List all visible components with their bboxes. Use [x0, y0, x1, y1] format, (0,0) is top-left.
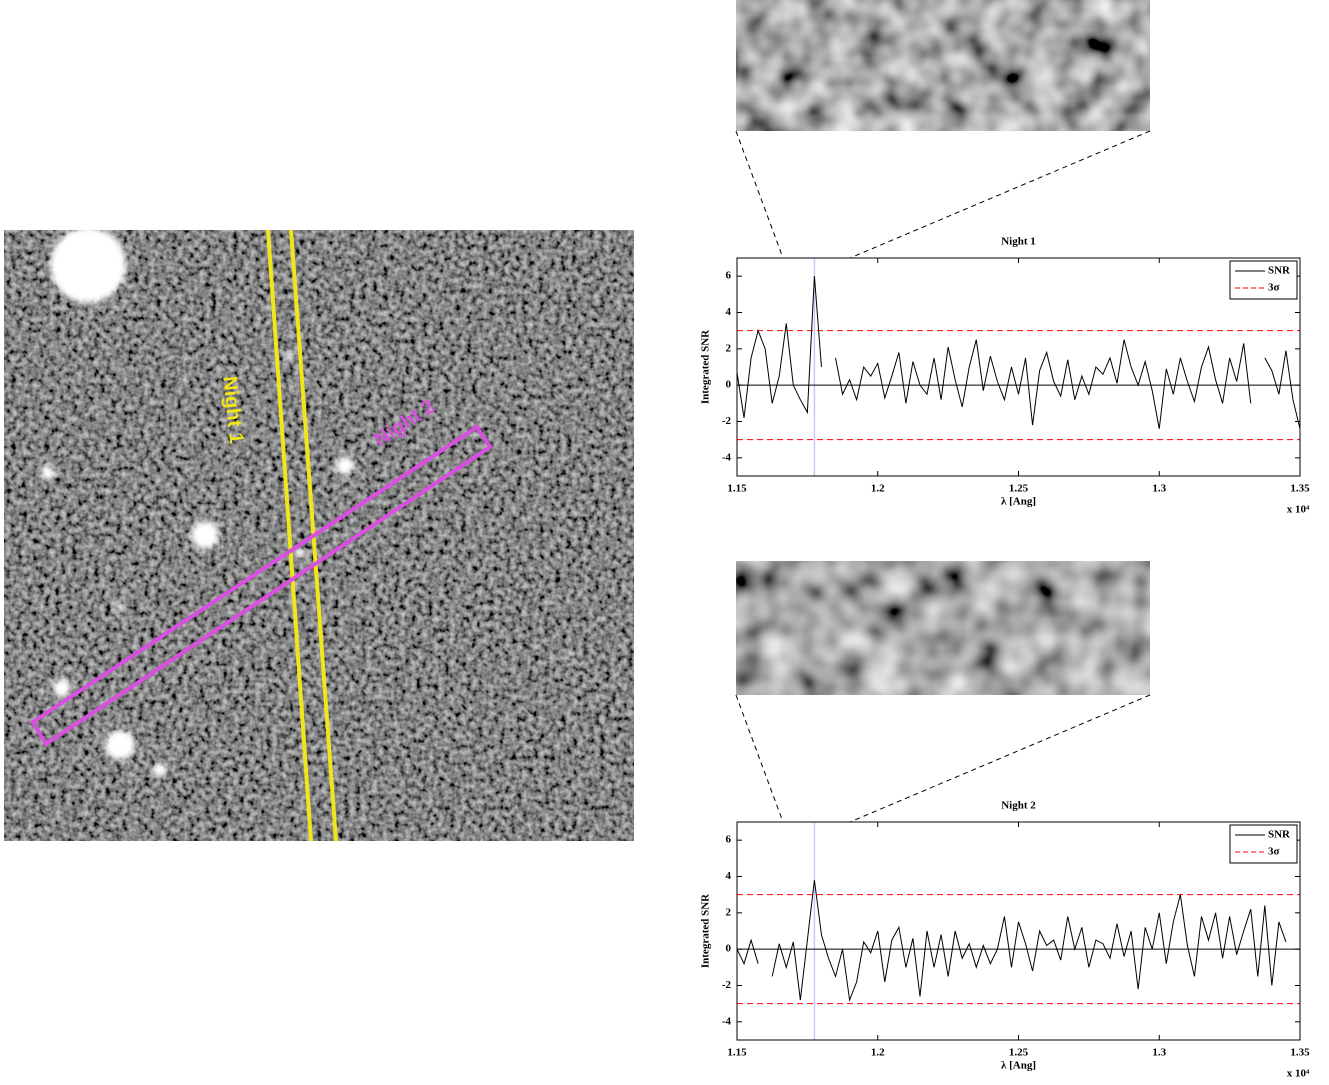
snr-line [736, 880, 1287, 1003]
x-tick-label: 1.3 [1152, 483, 1166, 495]
y-tick-label: 4 [726, 306, 732, 318]
y-tick-label: -4 [722, 451, 732, 463]
x-axis-label: λ [Ang] [1001, 496, 1036, 508]
cutout [736, 561, 1150, 695]
snr-line [736, 276, 1301, 429]
legend-box [1229, 824, 1298, 864]
y-tick-label: 4 [726, 870, 732, 882]
x-offset-label: x 10⁴ [1287, 504, 1310, 516]
x-tick-label: 1.15 [727, 483, 747, 495]
legend-label: 3σ [1268, 282, 1280, 294]
y-tick-label: 6 [726, 834, 732, 846]
chart-title: Night 2 [1001, 800, 1036, 812]
legend-label: 3σ [1268, 846, 1280, 858]
cutout [736, 0, 1150, 131]
zoom-lines [735, 130, 1151, 823]
y-tick-label: 6 [726, 270, 732, 282]
y-tick-label: -4 [722, 1015, 732, 1027]
chart-title: Night 1 [1001, 236, 1036, 248]
x-axis-label: λ [Ang] [1001, 1060, 1036, 1072]
x-tick-label: 1.25 [1009, 1047, 1029, 1059]
x-tick-label: 1.35 [1290, 483, 1310, 495]
y-tick-label: -2 [722, 415, 732, 427]
y-axis-label: Integrated SNR [700, 329, 712, 404]
y-tick-label: 0 [726, 943, 732, 955]
sky-image [4, 230, 634, 841]
legend-label: SNR [1268, 829, 1291, 841]
legend-label: SNR [1268, 265, 1291, 277]
x-tick-label: 1.2 [871, 1047, 885, 1059]
y-tick-label: 2 [726, 342, 732, 354]
y-tick-label: -2 [722, 979, 732, 991]
stars [41, 230, 573, 777]
x-offset-label: x 10⁴ [1287, 1068, 1310, 1080]
y-axis-label: Integrated SNR [700, 893, 712, 968]
y-tick-label: 0 [726, 379, 732, 391]
x-tick-label: 1.35 [1290, 1047, 1310, 1059]
x-tick-label: 1.2 [871, 483, 885, 495]
noise-field [4, 230, 634, 841]
y-tick-label: 2 [726, 906, 732, 918]
x-tick-label: 1.15 [727, 1047, 747, 1059]
slit-box [30, 424, 493, 747]
legend-box [1229, 260, 1298, 300]
x-tick-label: 1.25 [1009, 483, 1029, 495]
x-tick-label: 1.3 [1152, 1047, 1166, 1059]
slit-edge [266, 230, 313, 841]
